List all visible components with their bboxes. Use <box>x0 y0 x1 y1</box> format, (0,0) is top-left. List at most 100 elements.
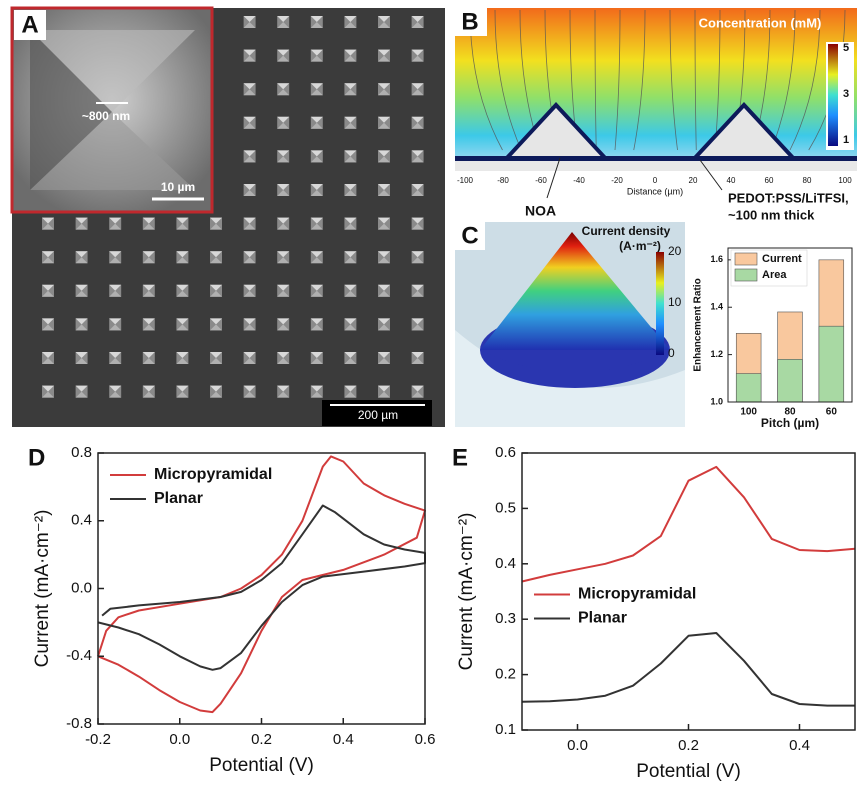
facet <box>344 318 357 325</box>
facet <box>277 358 290 364</box>
facet <box>344 49 357 56</box>
scale-label: 200 µm <box>358 408 398 422</box>
facet <box>142 290 155 297</box>
facet <box>344 217 357 224</box>
facet <box>109 385 122 392</box>
facet <box>42 385 54 392</box>
x-tick-label: -20 <box>611 176 623 185</box>
facet <box>243 223 256 230</box>
facet <box>243 89 256 96</box>
facet <box>378 358 390 364</box>
facet <box>344 122 357 129</box>
facet <box>277 49 290 56</box>
facet <box>42 290 54 297</box>
facet <box>75 223 88 230</box>
facet <box>176 352 189 358</box>
x-tick-label: 0 <box>653 176 658 185</box>
streamline <box>770 9 796 151</box>
colorbar-tick: 0 <box>668 346 675 360</box>
x-tick-label: 100 <box>838 176 852 185</box>
facet <box>277 150 290 157</box>
y-tick-label: 0.4 <box>495 555 516 572</box>
facet <box>310 22 323 28</box>
facet <box>411 16 424 22</box>
facet <box>277 89 290 96</box>
facet <box>310 284 323 291</box>
facet <box>310 352 323 358</box>
facet <box>176 358 189 364</box>
facet <box>310 55 323 62</box>
facet <box>344 156 357 163</box>
label-box <box>14 10 46 40</box>
facet <box>378 385 390 392</box>
facet <box>411 83 424 90</box>
facet <box>75 284 88 291</box>
facet <box>378 150 390 157</box>
x-axis-label: Potential (V) <box>209 755 314 776</box>
facet <box>344 223 357 230</box>
facet <box>243 391 256 398</box>
cone-rim <box>480 350 670 373</box>
facet <box>210 385 222 392</box>
y-tick-label: 1.6 <box>710 254 723 264</box>
facet <box>109 284 122 291</box>
facet <box>344 324 357 331</box>
facet <box>310 89 323 96</box>
x-tick-label: -60 <box>535 176 547 185</box>
facet <box>75 358 88 364</box>
facet <box>42 223 54 230</box>
facet <box>344 22 357 28</box>
facet <box>75 217 88 224</box>
y-tick-label: 0.4 <box>71 512 92 529</box>
facet <box>176 385 189 392</box>
y-tick-label: 1.4 <box>710 302 723 312</box>
facet <box>310 184 323 190</box>
facet <box>378 156 390 163</box>
y-tick-label: -0.4 <box>66 647 92 664</box>
facet <box>310 16 323 22</box>
facet <box>344 116 357 123</box>
facet <box>42 318 54 325</box>
facet <box>210 391 222 398</box>
facet <box>378 352 390 358</box>
facet <box>109 251 122 258</box>
facet <box>411 150 424 157</box>
colorbar-tick: 20 <box>668 244 682 258</box>
facet <box>75 257 88 264</box>
x-tick-label: 80 <box>784 407 796 418</box>
facet <box>243 284 256 291</box>
facet <box>310 257 323 264</box>
base-plane <box>455 330 685 427</box>
colorbar-tick: 5 <box>843 42 849 54</box>
facet <box>210 217 222 224</box>
x-tick-label: 0.0 <box>169 731 190 748</box>
facet <box>411 22 424 28</box>
facet <box>243 352 256 358</box>
film <box>455 156 857 161</box>
facet <box>310 217 323 224</box>
facet <box>277 55 290 62</box>
facet <box>344 257 357 264</box>
bar <box>818 325 845 403</box>
facet <box>378 16 390 22</box>
y-tick-label: 0.1 <box>495 721 516 738</box>
facet <box>277 16 290 22</box>
facet <box>109 223 122 230</box>
facet <box>378 116 390 123</box>
facet <box>142 251 155 258</box>
y-tick-label: 0.5 <box>495 499 516 516</box>
facet <box>243 190 256 196</box>
facet <box>243 184 256 190</box>
colorbar-tick: 10 <box>668 295 682 309</box>
facet <box>210 223 222 230</box>
facet <box>344 251 357 258</box>
facet <box>109 352 122 358</box>
colorbar <box>656 252 664 355</box>
legend-label: Micropyramidal <box>154 466 272 483</box>
x-tick-label: 0.4 <box>789 737 810 754</box>
facet <box>42 358 54 364</box>
panel-label: B <box>461 8 478 35</box>
facet <box>75 251 88 258</box>
x-tick-label: -80 <box>497 176 509 185</box>
label-box <box>455 222 485 250</box>
